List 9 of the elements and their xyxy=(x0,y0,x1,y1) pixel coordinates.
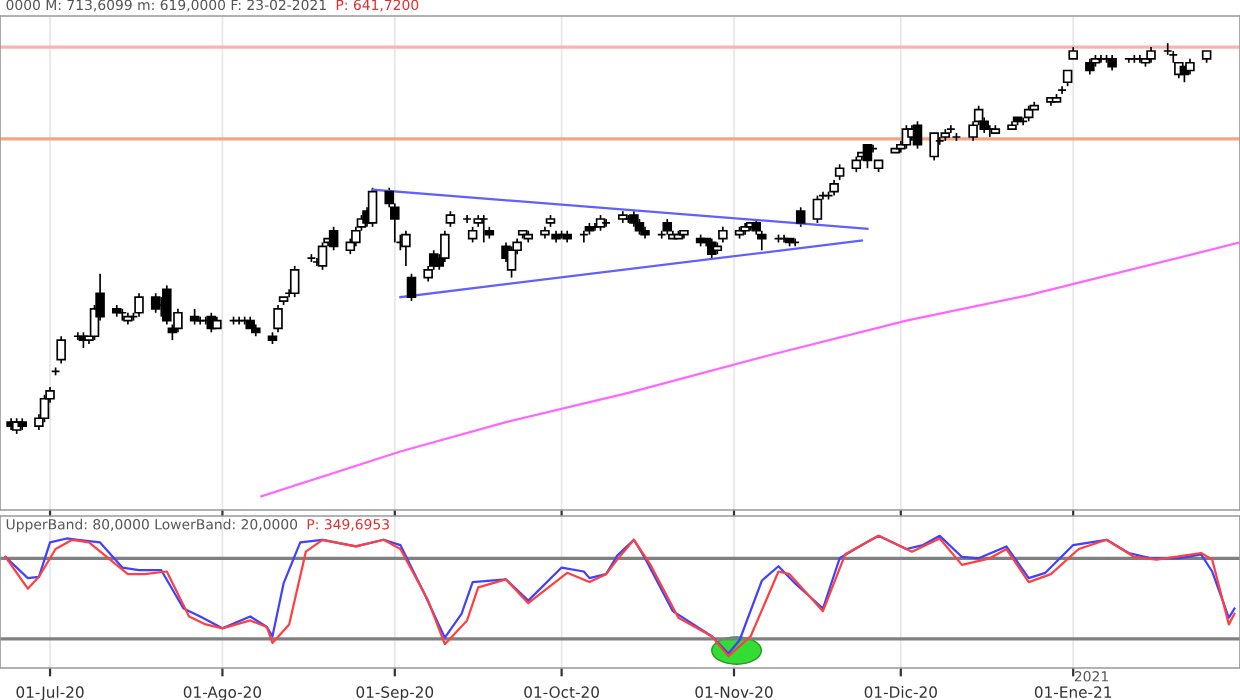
candlestick xyxy=(406,272,417,302)
candlestick xyxy=(757,229,767,252)
candlestick xyxy=(56,335,66,365)
candlestick xyxy=(134,292,144,318)
candlestick xyxy=(506,245,517,279)
candlestick xyxy=(812,194,823,224)
candlestick xyxy=(795,206,806,228)
candlestick xyxy=(273,304,283,334)
candlestick xyxy=(39,393,50,424)
